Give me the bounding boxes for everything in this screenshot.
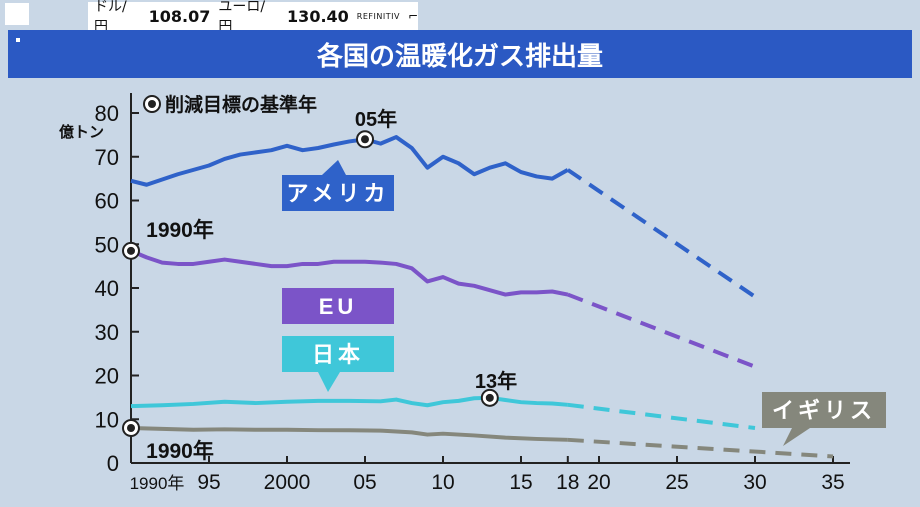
y-tick-label: 60 <box>95 189 119 214</box>
base-year-label: 1990年 <box>146 218 214 242</box>
y-tick-label: 10 <box>95 407 119 432</box>
series-line <box>130 426 568 442</box>
x-tick-label: 18 <box>556 471 579 494</box>
source-logo-icon: ⌐ <box>407 9 418 23</box>
series-label-box <box>762 392 886 428</box>
x-tick-label: 10 <box>431 471 454 494</box>
legend-marker-dot <box>148 100 156 108</box>
target-line <box>567 292 756 369</box>
series-line <box>130 395 568 409</box>
usd-value: 108.07 <box>148 6 211 26</box>
x-tick-label: 1990年 <box>130 474 185 493</box>
eur-value: 130.40 <box>287 6 349 26</box>
y-tick-label: 20 <box>95 364 119 389</box>
series-label: アメリカ <box>287 181 390 206</box>
base-year-marker-dot <box>127 246 135 255</box>
series-label-pointer <box>322 160 346 175</box>
legend-note: 削減目標の基準年 <box>165 93 317 116</box>
target-line <box>567 437 834 459</box>
x-tick-label: 05 <box>353 471 376 494</box>
x-tick-label: 35 <box>821 471 844 494</box>
series-line <box>130 248 569 297</box>
base-year-label: 1990年 <box>146 439 214 463</box>
x-tick-label: 2000 <box>264 471 311 494</box>
series-label: イギリス <box>772 398 876 423</box>
corner-box <box>5 3 29 25</box>
y-tick-label: 70 <box>95 145 119 170</box>
series-label-box <box>282 336 394 372</box>
x-tick-label: 30 <box>743 471 766 494</box>
banner-dot <box>16 38 20 42</box>
x-tick-label: 95 <box>197 471 220 494</box>
target-line <box>566 168 757 299</box>
y-tick-label: 80 <box>95 101 119 126</box>
series-label-pointer <box>783 428 810 446</box>
y-axis-label: 億トン <box>59 123 104 141</box>
target-line <box>567 402 756 430</box>
series-label-box <box>282 175 394 211</box>
base-year-marker-dot <box>127 424 135 432</box>
page-title: 各国の温暖化ガス排出量 <box>316 41 603 72</box>
base-year-marker-dot <box>361 135 369 144</box>
series-label-pointer <box>318 372 340 392</box>
y-tick-label: 0 <box>107 451 119 476</box>
base-year-label: 13年 <box>475 369 517 393</box>
base-year-label: 05年 <box>355 107 397 131</box>
title-banner: 各国の温暖化ガス排出量 <box>8 30 912 78</box>
y-tick-label: 30 <box>95 320 119 345</box>
x-tick-label: 15 <box>509 471 532 494</box>
series-label: EU <box>319 294 358 319</box>
y-tick-label: 40 <box>95 276 119 301</box>
y-tick-label: 50 <box>95 232 119 257</box>
ticker-source: REFINITIV <box>356 11 400 21</box>
x-tick-label: 25 <box>665 471 688 494</box>
base-year-marker-dot <box>485 393 494 402</box>
series-line <box>130 135 569 187</box>
series-label-box <box>282 288 394 324</box>
x-tick-label: 20 <box>587 471 610 494</box>
series-label: 日本 <box>312 342 364 367</box>
